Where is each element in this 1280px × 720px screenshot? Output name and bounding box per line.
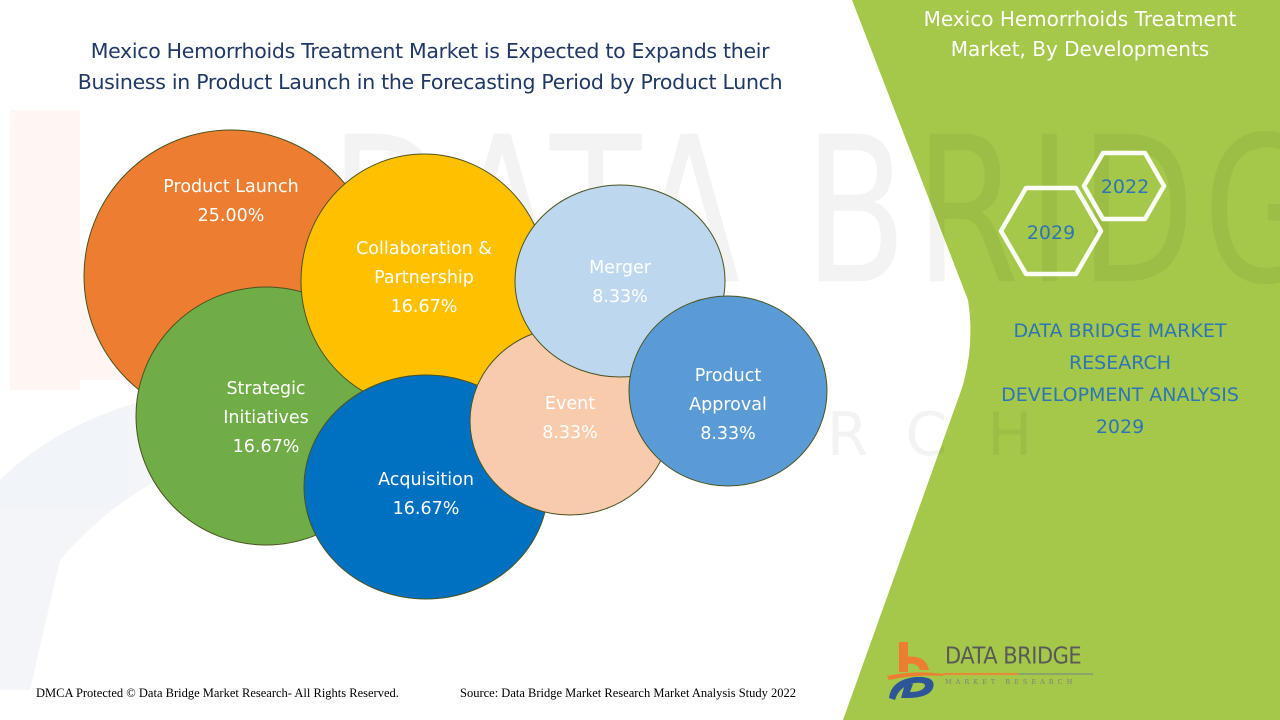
analysis-line-1: DATA BRIDGE MARKET: [1013, 320, 1227, 342]
bubble-collaboration-partnership: Collaboration & Partnership 16.67%: [300, 153, 548, 409]
logo-divider: [943, 673, 1093, 675]
side-panel-title: Mexico Hemorrhoids Treatment Market, By …: [880, 4, 1280, 64]
analysis-line-2: RESEARCH: [1068, 352, 1172, 374]
analysis-line-4: 2029: [1095, 416, 1145, 438]
chart-title-line-1: Mexico Hemorrhoids Treatment Market is E…: [90, 39, 770, 63]
bubble-category-label: Product Launch: [163, 177, 298, 197]
bubble-category-label: Event: [545, 394, 595, 414]
bubble-category-label: Approval: [689, 395, 767, 415]
bubble-category-label: Partnership: [374, 268, 474, 288]
bubble-value-label: 8.33%: [542, 423, 598, 443]
logo-name: DATA BRIDGE: [945, 642, 1082, 670]
bubble-category-label: Strategic: [226, 379, 305, 399]
data-bridge-logo-icon: [887, 642, 943, 700]
development-analysis-text: DATA BRIDGE MARKET RESEARCH DEVELOPMENT …: [975, 315, 1265, 443]
bubble-value-label: 16.67%: [391, 297, 458, 317]
footer-source: Source: Data Bridge Market Research Mark…: [460, 686, 797, 700]
bubble-category-label: Initiatives: [223, 408, 309, 428]
bubble-category-label: Acquisition: [378, 470, 474, 490]
side-panel-title-line-1: Mexico Hemorrhoids Treatment: [923, 7, 1237, 31]
year-2022: 2022: [1101, 176, 1149, 198]
chart-title: Mexico Hemorrhoids Treatment Market is E…: [20, 36, 840, 98]
bubble-value-label: 8.33%: [700, 424, 756, 444]
chart-title-line-2: Business in Product Launch in the Foreca…: [77, 70, 783, 94]
bubble-category-label: Merger: [589, 258, 652, 278]
side-panel-title-line-2: Market, By Developments: [950, 37, 1210, 61]
bubble-category-label: Collaboration &: [356, 239, 492, 259]
bubble-value-label: 16.67%: [233, 437, 300, 457]
bubble-mark: [628, 295, 828, 487]
data-bridge-logo: DATA BRIDGE MARKET RESEARCH: [885, 640, 1105, 700]
logo-subtitle: MARKET RESEARCH: [945, 678, 1077, 686]
analysis-line-3: DEVELOPMENT ANALYSIS: [1001, 384, 1239, 406]
year-2029: 2029: [1027, 222, 1075, 244]
bubble-product-approval: Product Approval 8.33%: [628, 295, 828, 487]
bubble-value-label: 8.33%: [592, 287, 648, 307]
hexagon-icon: 2029: [998, 185, 1104, 277]
footer-copyright: DMCA Protected © Data Bridge Market Rese…: [36, 686, 399, 700]
bubble-value-label: 25.00%: [198, 206, 265, 226]
bubble-category-label: Product: [695, 366, 762, 386]
hexagon-icon: 2022: [1081, 150, 1167, 222]
bubble-value-label: 16.67%: [393, 499, 460, 519]
side-panel-shape: [843, 0, 1280, 720]
